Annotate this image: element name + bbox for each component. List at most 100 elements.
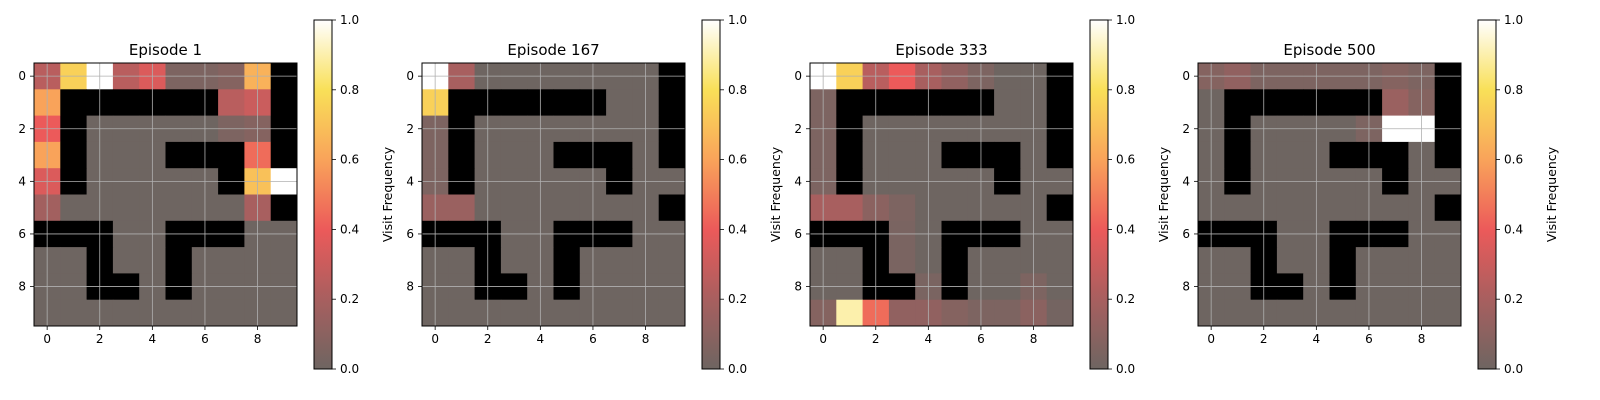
y-tick-label: 6 [1182,227,1190,241]
colorbar-tick-label: 0.0 [1116,362,1135,376]
heatmap-cell [1276,299,1304,327]
wall-cell [941,89,969,116]
heatmap-cell [165,194,193,222]
colorbar-tick-label: 0.8 [1504,83,1523,97]
colorbar [313,19,333,370]
wall-cell [270,194,298,222]
heatmap-cell [1434,247,1462,274]
y-tick-label: 0 [794,69,802,83]
y-tick-label: 8 [406,280,414,294]
y-tick-label: 6 [18,227,26,241]
y-tick-label: 2 [18,122,26,136]
heatmap-cell [218,299,245,327]
wall-cell [941,247,969,274]
heatmap-cell [270,299,298,327]
y-tick-label: 8 [18,280,26,294]
wall-cell [658,89,686,116]
x-tick-label: 6 [1365,332,1373,346]
heatmap-cell [1276,141,1304,169]
colorbar-label: Visit Frequency [1156,146,1171,242]
heatmap-cell [448,299,475,327]
axes-frame [1197,62,1462,327]
colorbar-tick-label: 0.8 [728,83,747,97]
heatmap-cell [218,194,245,222]
wall-cell [1329,247,1357,274]
wall-cell [448,141,475,169]
chart-title: Episode 1 [129,41,202,59]
heatmap-cell [60,247,87,274]
heatmap-cell [270,247,298,274]
wall-cell [165,89,193,116]
wall-cell [1046,141,1074,169]
axes-frame [421,62,686,327]
wall-cell [500,89,528,116]
heatmap-cell [448,194,475,222]
colorbar-tick-label: 0.0 [1504,362,1523,376]
heatmap-cell [1382,194,1409,222]
wall-cell [218,141,245,169]
colorbar-label: Visit Frequency [380,146,395,242]
x-tick-label: 0 [431,332,439,346]
wall-cell [888,89,916,116]
colorbar-tick-label: 0.6 [1116,153,1135,167]
heatmap-panel: 0 2 4 6 8 0 2 4 6 8 Episode 500 0.0 0.2 0.4 0.6 0.8 1.0 V… [1182,13,1559,376]
wall-cell [1224,141,1251,169]
wall-cell [1434,141,1462,169]
heatmap-cell [500,247,528,274]
colorbar-tick-label: 0.8 [340,83,359,97]
heatmap-cell [1434,299,1462,327]
y-tick-label: 2 [406,122,414,136]
y-tick-label: 4 [1182,174,1190,188]
colorbar-tick-label: 0.8 [1116,83,1135,97]
wall-cell [994,141,1021,169]
colorbar [1477,19,1497,370]
colorbar-tick-label: 0.4 [728,222,747,236]
wall-cell [658,194,686,222]
heatmap-cell [994,247,1021,274]
wall-cell [1382,141,1409,169]
heatmap-panel: 0 2 4 6 8 0 2 4 6 8 Episode 1 0.0 0.2 0.4 0.6 0.8 1.0 Vis… [18,13,395,376]
heatmap-cell [448,247,475,274]
x-tick-label: 8 [254,332,262,346]
heatmap-cell [1224,247,1251,274]
wall-cell [165,141,193,169]
colorbar [1089,19,1109,370]
heatmap-cell [500,299,528,327]
heatmap-cell [218,89,245,116]
heatmap-cell [553,299,581,327]
wall-cell [836,89,863,116]
heatmap-cell [553,194,581,222]
x-tick-label: 4 [149,332,157,346]
colorbar-tick-label: 0.6 [728,153,747,167]
colorbar-label: Visit Frequency [1544,146,1559,242]
heatmap-cell [658,247,686,274]
colorbar-tick-label: 0.4 [1504,222,1523,236]
heatmap-cell [500,194,528,222]
y-tick-label: 2 [1182,122,1190,136]
heatmap-cell [888,247,916,274]
wall-cell [112,89,140,116]
x-tick-label: 2 [96,332,104,346]
x-tick-label: 0 [1207,332,1215,346]
wall-cell [1046,194,1074,222]
x-tick-label: 0 [819,332,827,346]
y-tick-label: 4 [794,174,802,188]
heatmap-cell [888,299,916,327]
wall-cell [60,89,87,116]
heatmap-cell [1046,247,1074,274]
y-tick-label: 6 [406,227,414,241]
wall-cell [165,247,193,274]
axes-frame [33,62,298,327]
colorbar-tick-label: 0.0 [340,362,359,376]
x-tick-label: 4 [537,332,545,346]
heatmap-panel: 0 2 4 6 8 0 2 4 6 8 Episode 167 0.0 0.2 0.4 0.6 0.8 1.0 V… [406,13,783,376]
heatmap-cell [658,299,686,327]
chart-title: Episode 167 [507,41,599,59]
heatmap-cell [941,299,969,327]
wall-cell [448,89,475,116]
heatmap-cell [112,141,140,169]
colorbar-tick-label: 0.6 [340,153,359,167]
x-tick-label: 4 [925,332,933,346]
heatmap-cell [112,194,140,222]
heatmap-cell [994,89,1021,116]
